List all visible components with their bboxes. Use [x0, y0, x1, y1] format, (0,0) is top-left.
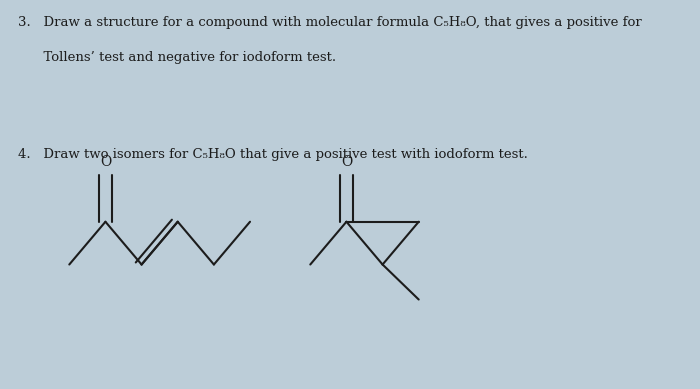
Text: 4.   Draw two isomers for C₅H₈O that give a positive test with iodoform test.: 4. Draw two isomers for C₅H₈O that give …: [18, 148, 528, 161]
Text: O: O: [100, 155, 111, 169]
Text: 3.   Draw a structure for a compound with molecular formula C₅H₈O, that gives a : 3. Draw a structure for a compound with …: [18, 16, 642, 28]
Text: O: O: [341, 155, 352, 169]
Text: Tollens’ test and negative for iodoform test.: Tollens’ test and negative for iodoform …: [18, 51, 336, 63]
